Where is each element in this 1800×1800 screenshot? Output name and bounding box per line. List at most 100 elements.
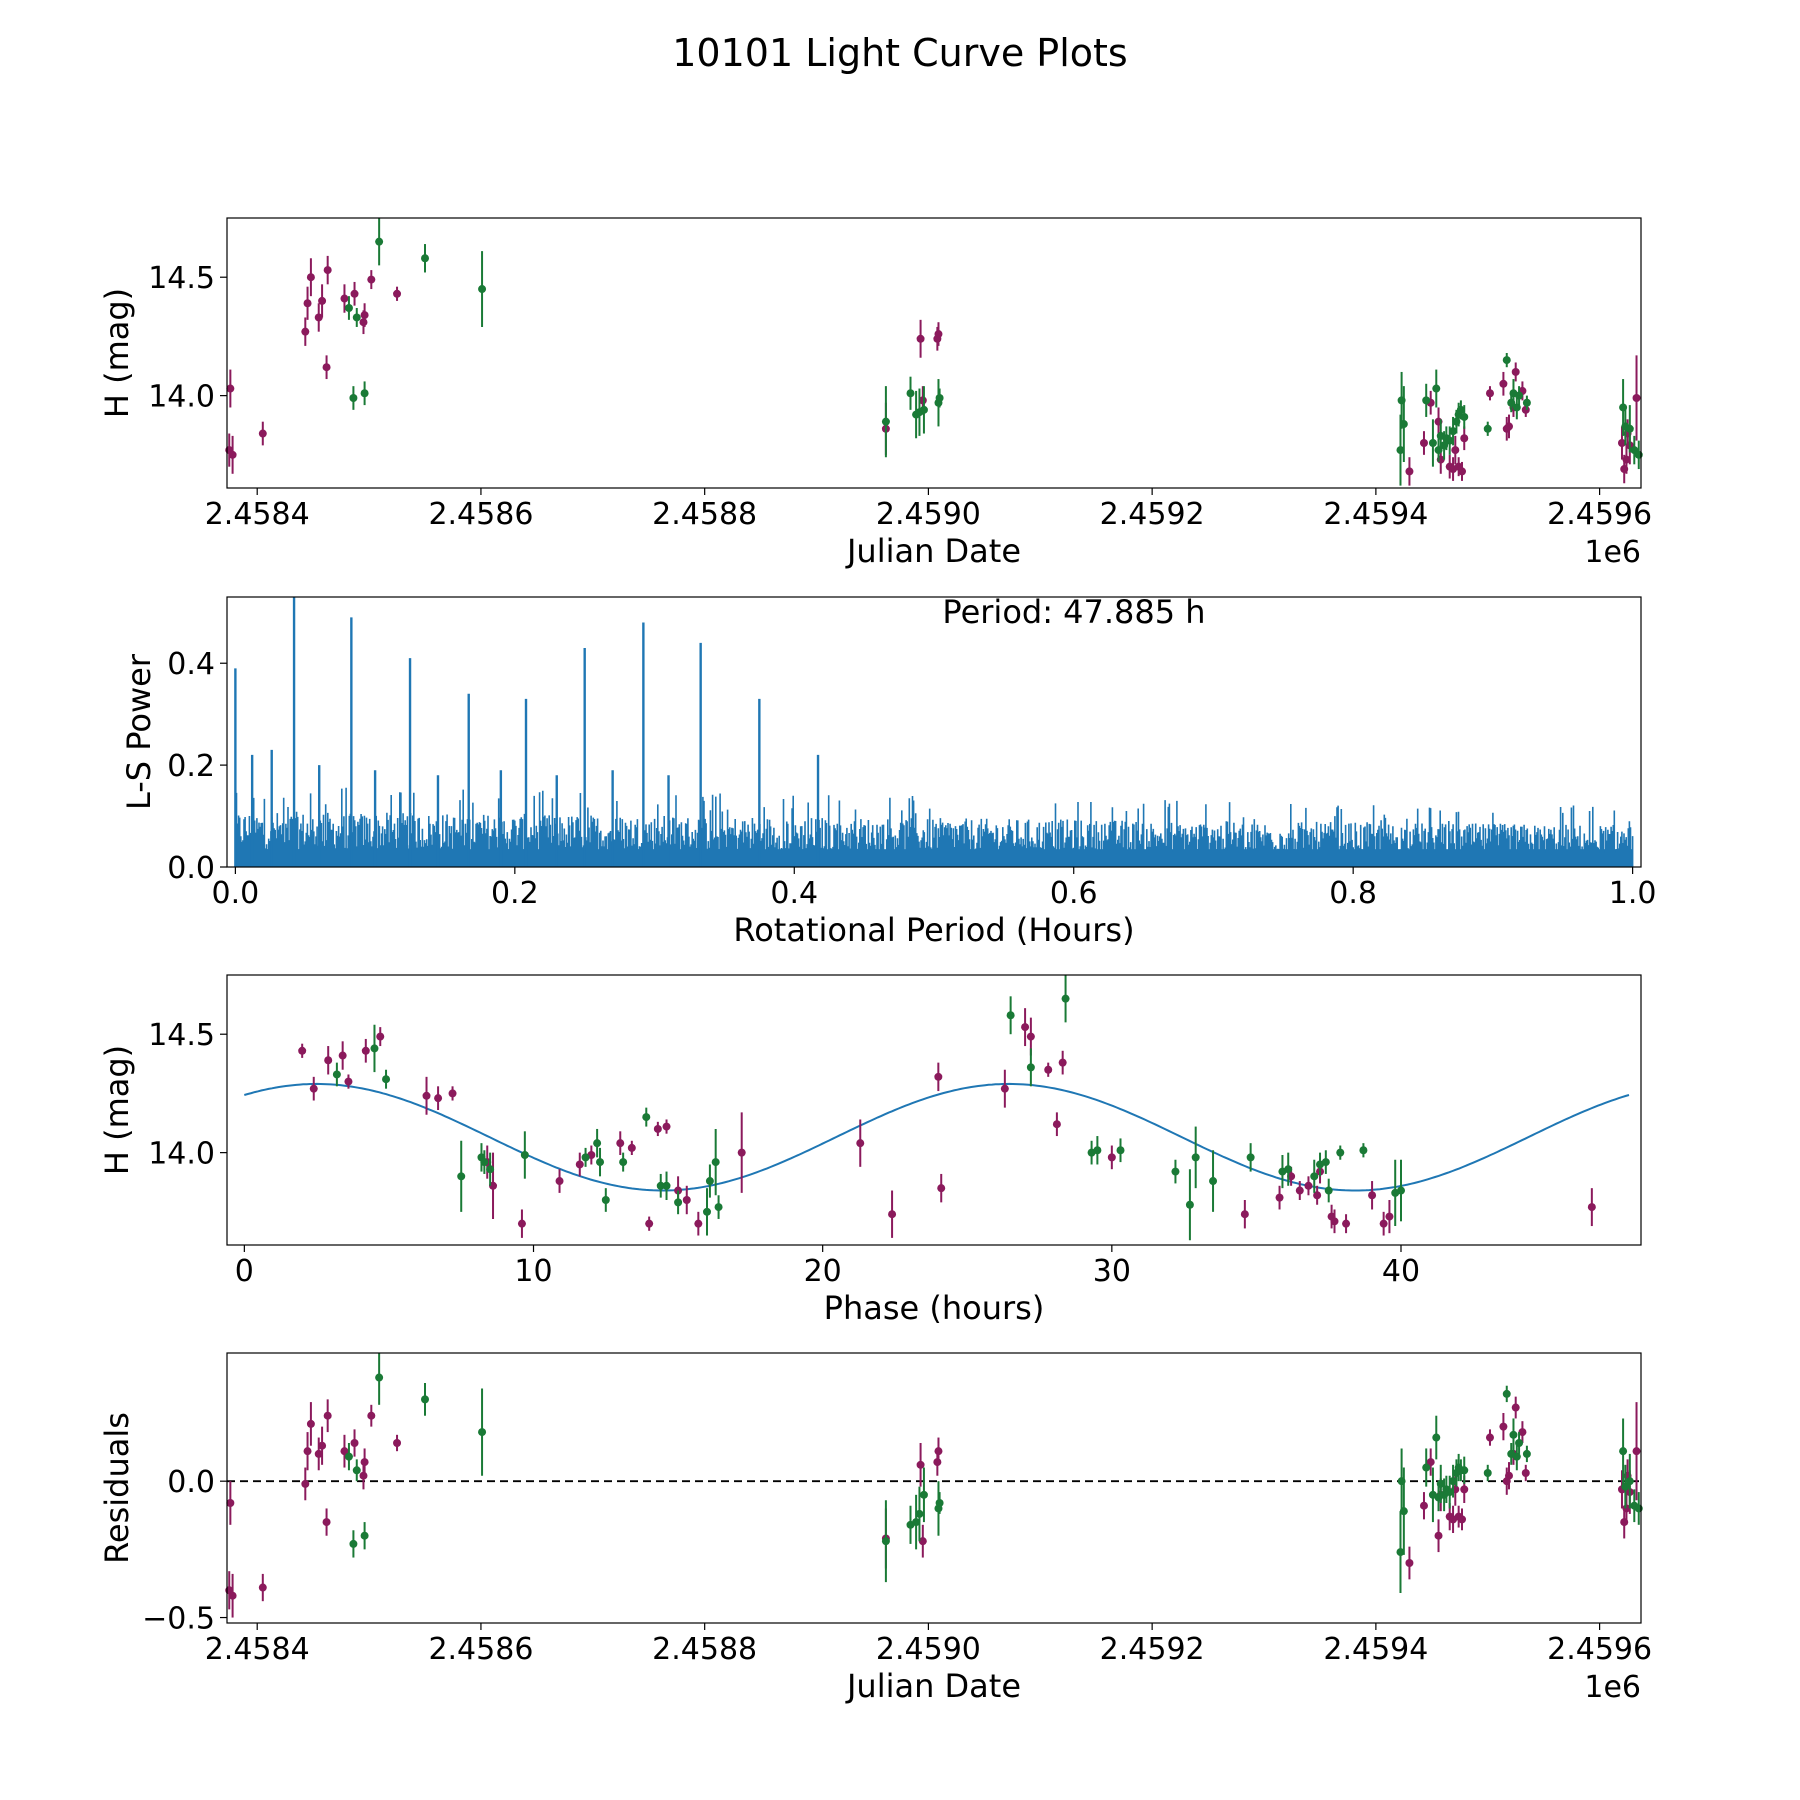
residuals-xtick-label: 2.4596 (1547, 1632, 1652, 1667)
light-curve-ytick-label: 14.0 (148, 380, 215, 415)
light-curve-point (303, 299, 312, 308)
light-curve-point (919, 405, 928, 414)
light-curve-point (916, 334, 925, 343)
phase-folded-point (480, 1158, 489, 1167)
phase-folded-point (1359, 1146, 1368, 1155)
residuals-point (1399, 1507, 1408, 1516)
panel-residuals: 2.4584 2.4586 2.4588 2.4590 2.4592 2.4594 2.45… (98, 1352, 1652, 1705)
light-curve-point (1396, 446, 1405, 455)
light-curve-point (344, 304, 353, 312)
light-curve-xtick-label: 2.4596 (1547, 497, 1652, 532)
light-curve-ticks: 2.4584 2.4586 2.4588 2.4590 2.4592 2.4594 2.45… (148, 261, 1652, 532)
light-curve-point (306, 273, 315, 282)
residuals-point (314, 1449, 323, 1458)
panel-periodogram: 0.0 0.2 0.4 0.6 0.8 1.0 0.0 0.2 0.4 Period: 47.8… (120, 593, 1656, 949)
light-curve-point (228, 450, 237, 459)
periodogram-xtick-label: 0.6 (1050, 876, 1098, 911)
phase-folded-point (1368, 1191, 1377, 1200)
phase-folded-point (1284, 1165, 1293, 1174)
phase-folded-xtick-label: 30 (1093, 1254, 1131, 1289)
periodogram-xtick-label: 0.4 (770, 876, 818, 911)
phase-folded-point (1304, 1181, 1313, 1190)
light-curve-point (1445, 436, 1454, 445)
phase-folded-point (1185, 1200, 1194, 1209)
residuals-point (1432, 1433, 1441, 1442)
residuals-point (228, 1591, 237, 1600)
residuals-point (935, 1499, 944, 1507)
light-curve-point (359, 318, 368, 327)
phase-folded-point (448, 1089, 457, 1098)
residuals-point (322, 1518, 331, 1527)
light-curve-point (1522, 398, 1531, 407)
phase-folded-point (1006, 1011, 1015, 1020)
periodogram-xtick-label: 0.2 (491, 876, 539, 911)
phase-folded-point (627, 1143, 636, 1152)
residuals-point (1522, 1449, 1531, 1458)
phase-folded-point (1310, 1172, 1319, 1181)
phase-folded-point (1058, 1058, 1067, 1067)
phase-folded-ytick-label: 14.5 (148, 1018, 215, 1053)
light-curve-point (1502, 356, 1511, 365)
residuals-point (881, 1537, 890, 1546)
light-curve-point (421, 254, 430, 263)
light-curve-xtick-label: 2.4590 (876, 497, 981, 532)
residuals-point (350, 1439, 359, 1447)
phase-folded-xtick-label: 10 (514, 1254, 552, 1289)
residuals-point (916, 1460, 925, 1469)
light-curve-point (1405, 467, 1414, 476)
residuals-point (1426, 1458, 1435, 1467)
residuals-xtick-label: 2.4590 (876, 1632, 981, 1667)
light-curve-point (1515, 391, 1524, 400)
periodogram-marks (234, 597, 1634, 867)
residuals-point (1445, 1488, 1454, 1497)
phase-folded-point (619, 1158, 628, 1167)
phase-folded-point (1026, 1063, 1035, 1072)
light-curve-point (367, 275, 376, 284)
phase-folded-xtick-label: 0 (235, 1254, 254, 1289)
light-curve-point (934, 330, 943, 339)
light-curve-point (226, 384, 235, 393)
phase-folded-marks (244, 975, 1630, 1241)
residuals-point (912, 1518, 921, 1527)
light-curve-point (1432, 384, 1441, 393)
periodogram-annotation: Period: 47.885 h (942, 593, 1205, 631)
phase-folded-point (520, 1151, 529, 1159)
phase-folded-point (645, 1219, 654, 1228)
light-curve-point (1458, 467, 1467, 476)
phase-folded-point (1587, 1203, 1596, 1212)
residuals-xtick-label: 2.4594 (1323, 1632, 1428, 1667)
phase-folded-point (1330, 1217, 1339, 1226)
light-curve-point (323, 266, 332, 275)
phase-folded-point (1171, 1167, 1180, 1176)
residuals-point (1625, 1477, 1634, 1486)
phase-folded-point (1379, 1219, 1388, 1228)
phase-folded-point (703, 1207, 712, 1216)
phase-folded-point (1116, 1146, 1125, 1155)
phase-folded-point (662, 1181, 671, 1190)
phase-folded-point (1093, 1146, 1102, 1155)
phase-folded-point (705, 1177, 714, 1186)
phase-folded-point (616, 1139, 625, 1148)
residuals-point (1502, 1389, 1511, 1398)
figure-title: 10101 Light Curve Plots (672, 31, 1127, 75)
light-curve-point (478, 285, 487, 294)
phase-folded-ytick-label: 14.0 (148, 1137, 215, 1172)
residuals-point (1632, 1447, 1641, 1456)
residuals-point (1434, 1531, 1443, 1540)
phase-folded-point (1107, 1153, 1116, 1162)
periodogram-frame (226, 596, 1642, 868)
phase-folded-point (662, 1122, 671, 1131)
light-curve-ytick-label: 14.5 (148, 261, 215, 296)
residuals-point (915, 1509, 924, 1518)
light-curve-point (1428, 439, 1437, 447)
light-curve-marks (225, 218, 1643, 486)
light-curve-point (1485, 389, 1494, 398)
residuals-point (1485, 1433, 1494, 1442)
residuals-point (1449, 1477, 1458, 1486)
residuals-point (919, 1490, 928, 1499)
phase-folded-point (338, 1051, 347, 1060)
phase-folded-point (596, 1158, 605, 1167)
phase-folded-point (1313, 1191, 1322, 1200)
phase-folded-fit-curve (244, 1082, 1630, 1192)
